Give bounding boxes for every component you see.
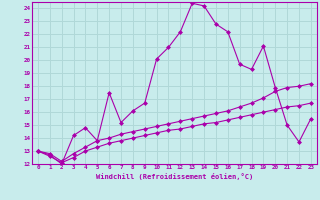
X-axis label: Windchill (Refroidissement éolien,°C): Windchill (Refroidissement éolien,°C) [96,173,253,180]
